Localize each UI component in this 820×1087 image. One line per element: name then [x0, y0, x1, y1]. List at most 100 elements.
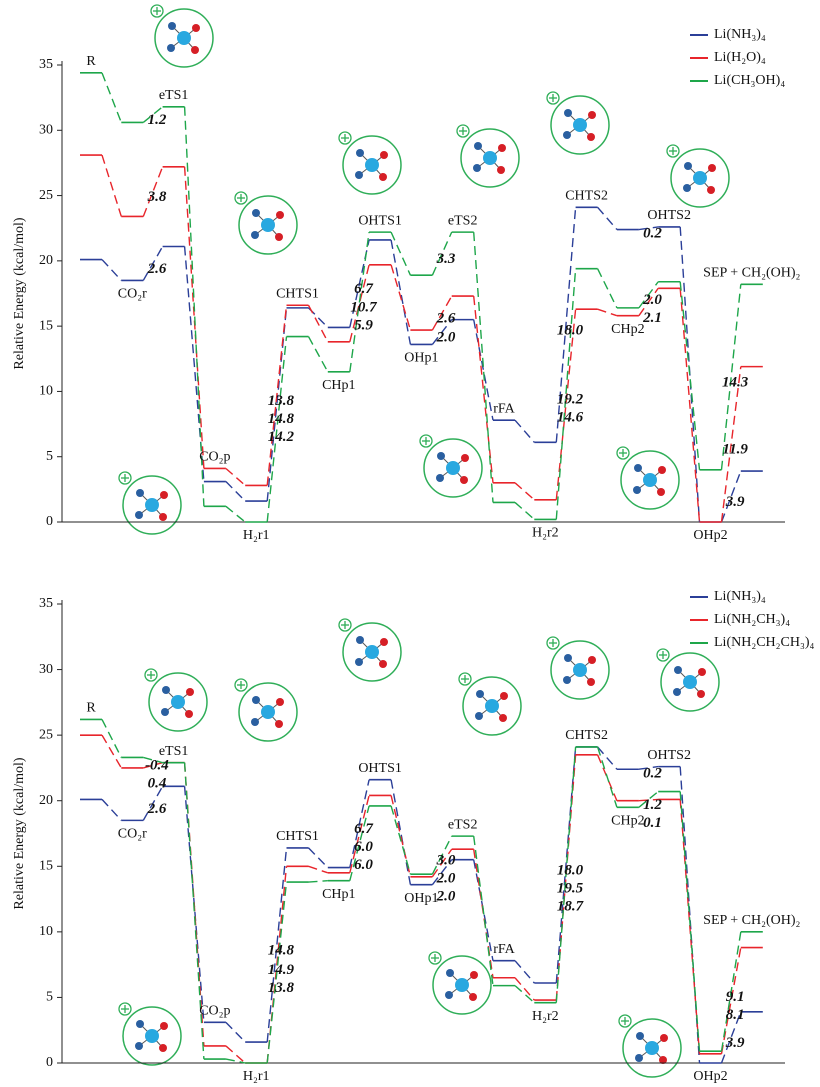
- barrier-label: 2.6: [147, 801, 167, 817]
- legend-label: Li(CH₃OH)₄: [714, 73, 785, 88]
- barrier-label: 14.9: [268, 962, 295, 978]
- connector: [390, 264, 412, 331]
- ligand-atom: [276, 698, 284, 706]
- state-label: rFA: [493, 401, 515, 416]
- ligand-atom: [192, 24, 200, 32]
- ligand-atom: [635, 1054, 643, 1062]
- legend-label: Li(NH₃)₄: [714, 27, 766, 42]
- barrier-label: 3.0: [436, 853, 456, 869]
- connector: [390, 779, 412, 885]
- complex-icon: [238, 682, 298, 742]
- y-tick-label: 25: [39, 188, 53, 203]
- connector: [679, 791, 701, 1052]
- state-label: CHp1: [322, 378, 355, 393]
- ligand-atom: [186, 688, 194, 696]
- ligand-atom: [634, 464, 642, 472]
- state-label: H₂r1: [243, 1069, 270, 1084]
- state-label: eTS1: [159, 88, 189, 103]
- connector: [555, 754, 577, 1001]
- barrier-label: 19.2: [557, 391, 584, 407]
- connector: [266, 336, 288, 523]
- li-atom: [177, 31, 191, 45]
- ligand-atom: [191, 46, 199, 54]
- barrier-label: 1.2: [643, 797, 662, 813]
- connector: [390, 805, 412, 875]
- barrier-label: 2.0: [436, 889, 456, 905]
- y-tick-label: 15: [39, 859, 53, 874]
- connector: [225, 481, 246, 502]
- ligand-atom: [445, 991, 453, 999]
- barrier-label: 3.9: [725, 494, 745, 510]
- y-tick-label: 5: [46, 990, 53, 1005]
- state-label: OHp2: [693, 528, 727, 543]
- connector: [473, 296, 494, 483]
- y-tick-label: 35: [39, 57, 53, 72]
- state-label: SEP + CH₂(OH)₂: [703, 266, 800, 281]
- connector: [101, 154, 122, 217]
- barrier-label: -0.4: [145, 757, 169, 773]
- ligand-atom: [356, 636, 364, 644]
- legend-label: Li(NH₂CH₂CH₃)₄: [714, 635, 815, 650]
- li-atom: [171, 695, 185, 709]
- ligand-atom: [162, 686, 170, 694]
- ligand-atom: [251, 231, 259, 239]
- connector: [266, 305, 288, 486]
- state-label: OHp1: [404, 351, 438, 366]
- connector: [431, 295, 453, 331]
- state-label: CHp1: [322, 887, 355, 902]
- connector: [679, 288, 701, 523]
- state-label: H₂r1: [243, 528, 270, 543]
- ligand-atom: [674, 666, 682, 674]
- ligand-atom: [436, 474, 444, 482]
- complex-icon: [432, 955, 492, 1015]
- ligand-atom: [167, 44, 175, 52]
- state-label: OHTS2: [647, 208, 691, 223]
- connector: [514, 960, 535, 984]
- connector: [142, 106, 164, 123]
- legend-label: Li(NH₂CH₃)₄: [714, 612, 790, 627]
- connector: [225, 1021, 246, 1043]
- connector: [308, 847, 329, 869]
- complex-icon: [122, 1006, 182, 1066]
- connector: [142, 246, 164, 281]
- connector: [555, 207, 577, 443]
- state-label: CHTS1: [276, 829, 319, 844]
- y-tick-label: 35: [39, 596, 53, 611]
- barrier-label: 6.7: [354, 281, 373, 297]
- connector: [183, 246, 205, 482]
- barrier-label: 1.2: [148, 112, 167, 128]
- connector: [638, 287, 659, 317]
- connector: [349, 779, 370, 868]
- state-label: SEP + CH₂(OH)₂: [703, 913, 800, 928]
- connector: [514, 985, 535, 1004]
- connector: [143, 756, 163, 764]
- state-label: OHTS2: [647, 748, 691, 763]
- state-label: CHTS1: [276, 286, 319, 301]
- connector: [473, 319, 494, 421]
- complex-icon: [148, 672, 208, 732]
- barrier-label: 13.8: [268, 393, 295, 409]
- barrier-label: 2.0: [642, 292, 662, 308]
- ligand-atom: [564, 109, 572, 117]
- y-tick-label: 15: [39, 318, 53, 333]
- barrier-label: 8.1: [726, 1007, 745, 1023]
- connector: [597, 308, 618, 317]
- connector: [473, 859, 494, 961]
- connector: [266, 881, 288, 1064]
- y-tick-label: 0: [46, 514, 53, 529]
- connector: [720, 947, 742, 1054]
- ligand-atom: [588, 111, 596, 119]
- state-label: R: [86, 54, 96, 69]
- state-label: CO₂r: [118, 287, 147, 302]
- li-atom: [365, 645, 379, 659]
- ligand-atom: [707, 186, 715, 194]
- barrier-label: 3.3: [436, 251, 456, 267]
- barrier-label: 5.9: [354, 317, 373, 333]
- ligand-atom: [461, 454, 469, 462]
- ligand-atom: [252, 696, 260, 704]
- connector: [143, 762, 163, 769]
- state-label: eTS2: [448, 817, 478, 832]
- barrier-label: 14.3: [722, 375, 749, 391]
- y-tick-label: 25: [39, 727, 53, 742]
- ligand-atom: [473, 164, 481, 172]
